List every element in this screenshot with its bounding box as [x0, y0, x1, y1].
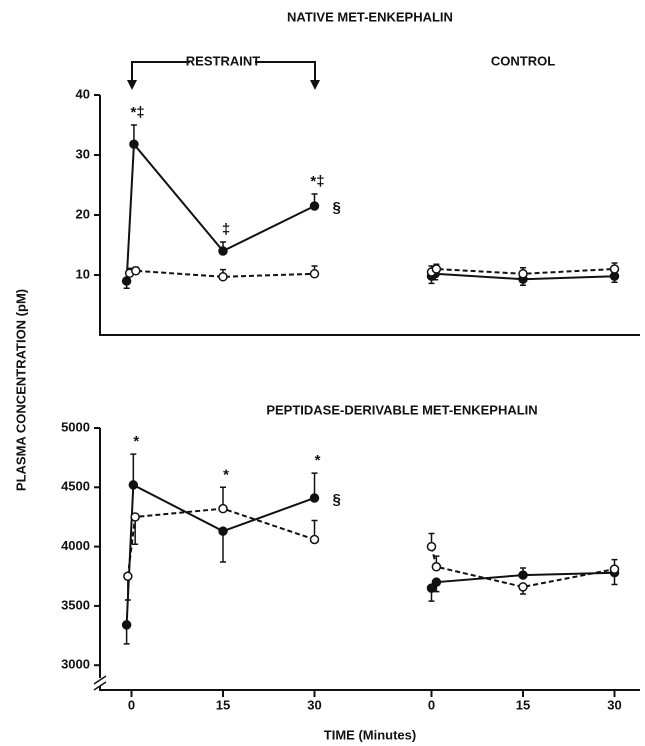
point: [131, 266, 141, 276]
point: [218, 503, 228, 514]
annotation: *: [223, 466, 229, 483]
annotation: *: [315, 452, 321, 469]
annotation: *: [133, 433, 139, 450]
point: [218, 526, 228, 536]
error-bar: [130, 453, 137, 485]
point: [518, 269, 528, 279]
y-axis-label: PLASMA CONCENTRATION (pM): [13, 289, 28, 491]
point: [130, 512, 140, 522]
annotation: ‡: [222, 221, 230, 238]
series-line: [125, 483, 315, 625]
annotation: *‡: [130, 104, 144, 121]
point: [121, 276, 132, 286]
x-tick-label: 15: [216, 697, 230, 712]
point: [426, 541, 437, 552]
bottom-title: PEPTIDASE-DERIVABLE MET-ENKEPHALIN: [266, 402, 537, 417]
bottom-axes: [99, 428, 640, 691]
group-label: RESTRAINT: [186, 53, 260, 68]
y-tick-label: 5000: [61, 419, 90, 434]
series-line: [126, 507, 315, 577]
x-tick-label: 0: [128, 697, 135, 712]
point: [518, 570, 528, 580]
y-tick-label: 10: [76, 266, 90, 281]
point: [218, 272, 228, 282]
series-line: [125, 141, 315, 282]
y-tick-label: 3500: [61, 597, 90, 612]
restraint-arrows: [127, 80, 320, 90]
point: [518, 582, 528, 592]
top-title: NATIVE MET-ENKEPHALIN: [287, 9, 453, 24]
point: [309, 493, 320, 503]
y-tick-label: 4000: [61, 538, 90, 553]
point: [128, 480, 139, 490]
point: [121, 620, 132, 630]
point: [431, 562, 442, 572]
end-note: §: [333, 491, 341, 508]
point: [609, 264, 620, 274]
top-axes: [99, 95, 640, 336]
x-tick-label: 30: [607, 697, 621, 712]
axis-break: [93, 675, 107, 691]
y-tick-label: 40: [76, 86, 90, 101]
point: [309, 534, 320, 545]
point: [431, 264, 442, 274]
point: [309, 201, 320, 211]
x-tick-label: 30: [307, 697, 321, 712]
x-axis-label: TIME (Minutes): [324, 727, 416, 742]
point: [309, 269, 320, 279]
annotation: *‡: [310, 173, 324, 190]
point: [431, 577, 442, 587]
point: [609, 564, 620, 574]
error-bar: [220, 531, 226, 563]
point: [426, 583, 437, 593]
point: [218, 246, 228, 256]
y-tick-label: 20: [76, 206, 90, 221]
y-tick-label: 3000: [61, 657, 90, 672]
group-label: CONTROL: [491, 53, 555, 68]
point: [129, 139, 139, 149]
x-tick-label: 0: [428, 697, 435, 712]
restraint-bracket: [131, 61, 316, 86]
y-tick-label: 4500: [61, 479, 90, 494]
x-tick-label: 15: [516, 697, 530, 712]
point: [123, 571, 133, 582]
y-tick-label: 30: [76, 146, 90, 161]
end-note: §: [333, 199, 341, 216]
